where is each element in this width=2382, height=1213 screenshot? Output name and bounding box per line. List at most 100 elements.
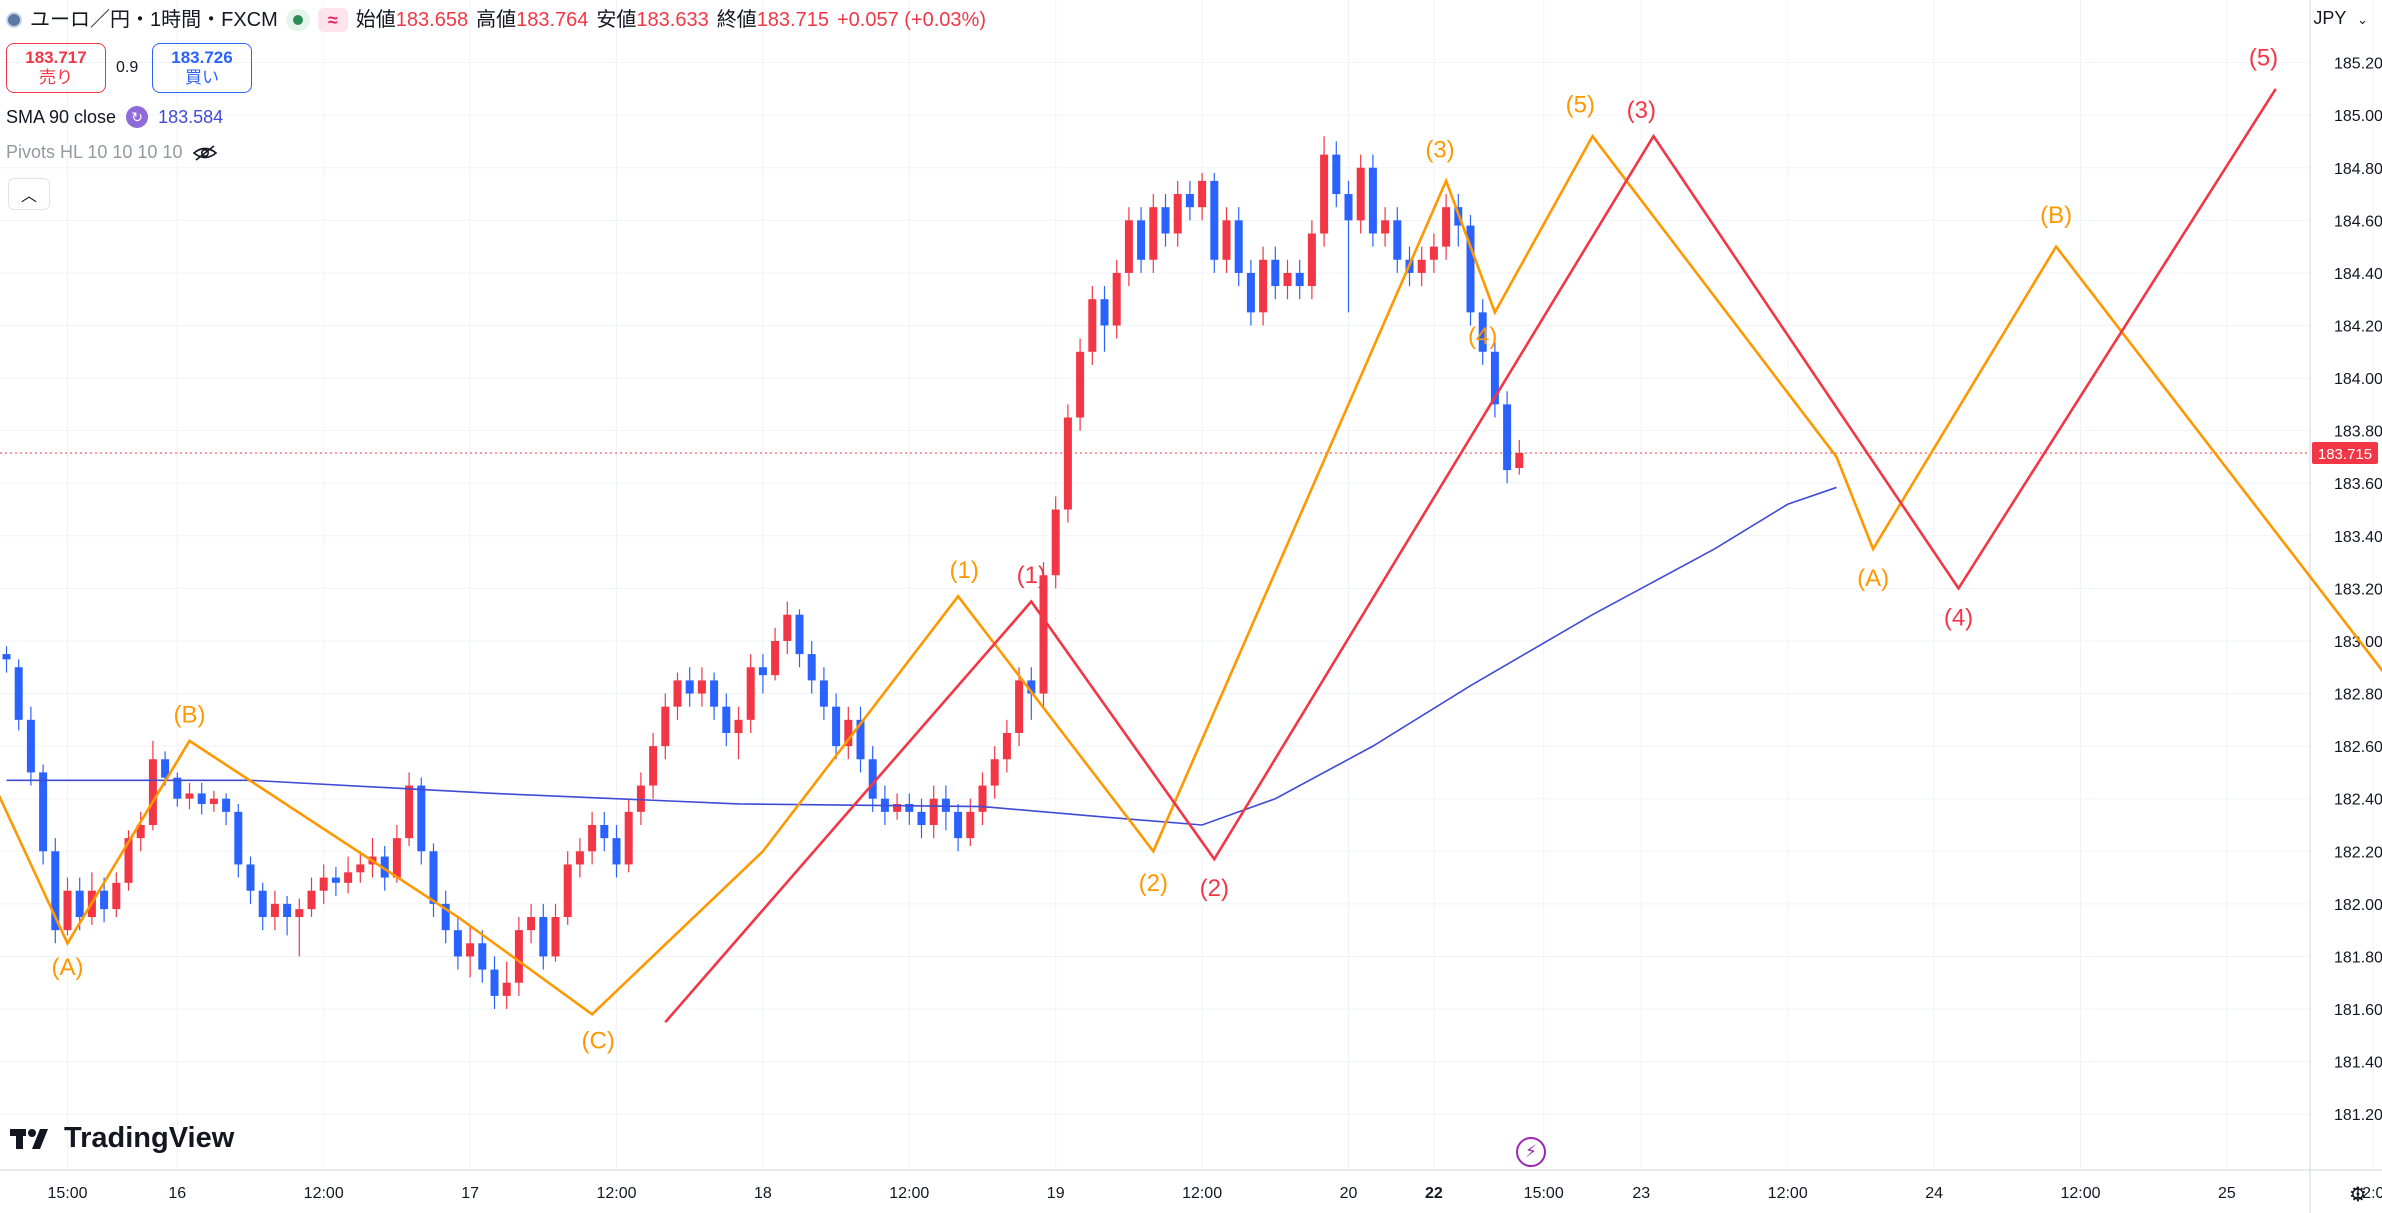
candle-body <box>331 877 340 883</box>
candle-body <box>234 811 243 865</box>
time-tick-label: 23 <box>1632 1185 1650 1202</box>
time-tick-label: 12:00 <box>2353 1185 2382 1202</box>
open-label: 始値 <box>355 9 396 31</box>
sell-button[interactable]: 183.717 売り <box>6 43 106 93</box>
buy-price: 183.726 <box>171 48 233 67</box>
lightning-icon[interactable]: ⚡ <box>1516 1137 1546 1167</box>
price-tick-label: 181.800 <box>2334 949 2382 966</box>
approx-badge[interactable]: ≈ <box>317 8 348 32</box>
last-price-tag <box>2312 441 2378 464</box>
candle-body <box>246 864 255 891</box>
price-tick-label: 184.800 <box>2334 161 2382 178</box>
wave-label: (1) <box>950 557 979 584</box>
candle-body <box>819 680 828 707</box>
candle-body <box>1137 220 1146 260</box>
close-label: 終値 <box>716 9 757 31</box>
high-value: 183.764 <box>516 9 589 31</box>
collapse-legend-button[interactable]: ︿ <box>8 178 50 210</box>
candle-body <box>1173 194 1182 234</box>
sma-label: SMA 90 close <box>6 106 117 127</box>
wave-label: (B) <box>2040 202 2072 229</box>
candle-body <box>649 746 658 786</box>
candle-body <box>1307 233 1316 287</box>
candle-body <box>868 759 877 799</box>
brand-name: TradingView <box>64 1122 235 1154</box>
market-status-icon[interactable] <box>285 9 310 31</box>
candle-body <box>990 759 999 786</box>
candle-body <box>1356 167 1365 221</box>
candle-body <box>1393 220 1402 260</box>
candle-body <box>1295 272 1304 287</box>
candle-body <box>1246 272 1255 313</box>
symbol-flag-icon <box>6 12 22 28</box>
buy-button[interactable]: 183.726 買い <box>152 43 252 93</box>
price-tick-label: 183.000 <box>2334 634 2382 651</box>
wave-label: (A) <box>52 954 84 981</box>
elliott-wave-red <box>664 88 2277 1024</box>
high-label: 高値 <box>476 9 517 31</box>
candle-body <box>466 943 475 957</box>
last-price-label: 183.715 <box>2318 446 2372 463</box>
candle-body <box>1283 272 1292 287</box>
candle-body <box>344 872 353 883</box>
sell-price: 183.717 <box>25 48 87 67</box>
candle-body <box>795 614 804 655</box>
candle-body <box>588 824 597 852</box>
candle-body <box>222 798 231 812</box>
close-value: 183.715 <box>756 9 829 31</box>
candle-body <box>112 882 121 910</box>
wave-label: (A) <box>1857 565 1889 592</box>
candle-body <box>63 890 72 931</box>
time-tick-label: 20 <box>1340 1185 1358 1202</box>
candle-body <box>636 785 645 812</box>
price-tick-label: 182.000 <box>2334 897 2382 914</box>
price-tick-label: 183.200 <box>2334 581 2382 598</box>
candle-body <box>978 785 987 812</box>
sma-line <box>6 486 1837 826</box>
candle-body <box>539 917 548 957</box>
wave-label: (3) <box>1627 97 1656 124</box>
candle-body <box>270 903 279 918</box>
wave-label: (3) <box>1425 136 1454 163</box>
wave-label: (4) <box>1944 604 1973 631</box>
candle-body <box>807 654 816 681</box>
candle-body <box>1368 167 1377 234</box>
candle-body <box>734 719 743 733</box>
candle-body <box>685 680 694 694</box>
symbol-title[interactable]: ユーロ／円・1時間・FXCM <box>30 9 278 31</box>
candle-body <box>392 838 401 878</box>
candle-body <box>453 930 462 957</box>
candle-body <box>429 851 438 904</box>
tradingview-logo[interactable]: TradingView <box>10 1122 234 1155</box>
candle-body <box>1442 207 1451 247</box>
time-tick-label: 12:00 <box>889 1185 929 1202</box>
time-tick-label: 12:00 <box>304 1185 344 1202</box>
candle-body <box>1210 180 1219 260</box>
candle-body <box>527 917 536 931</box>
candle-body <box>1198 180 1207 208</box>
candle-body <box>1039 575 1048 694</box>
price-tick-label: 182.400 <box>2334 792 2382 809</box>
candle-body <box>844 719 853 747</box>
pivots-label: Pivots HL 10 10 10 10 <box>6 142 183 162</box>
chart-legend: ユーロ／円・1時間・FXCM ≈ 始値 183.658 高値 183.764 安値 1… <box>6 6 986 34</box>
price-tick-label: 181.400 <box>2334 1055 2382 1072</box>
candle-body <box>722 706 731 733</box>
pivots-indicator-row[interactable]: Pivots HL 10 10 10 10 <box>6 142 218 163</box>
candle-body <box>1076 351 1085 418</box>
candle-body <box>673 680 682 707</box>
currency-selector[interactable]: JPY ⌄ <box>2313 8 2368 29</box>
candle-body <box>783 614 792 641</box>
candle-body <box>1429 246 1438 260</box>
sma-indicator-row[interactable]: SMA 90 close ↻ 183.584 <box>6 106 223 128</box>
low-value: 183.633 <box>636 9 709 31</box>
buy-label: 買い <box>185 68 219 87</box>
gear-icon[interactable]: ⚙ <box>2349 1184 2367 1206</box>
price-tick-label: 182.600 <box>2334 739 2382 756</box>
wave-label: (4) <box>1468 323 1497 350</box>
candle-body <box>661 706 670 747</box>
price-tick-label: 183.600 <box>2334 476 2382 493</box>
candle-body <box>1222 220 1231 260</box>
eye-hidden-icon[interactable] <box>192 144 218 162</box>
